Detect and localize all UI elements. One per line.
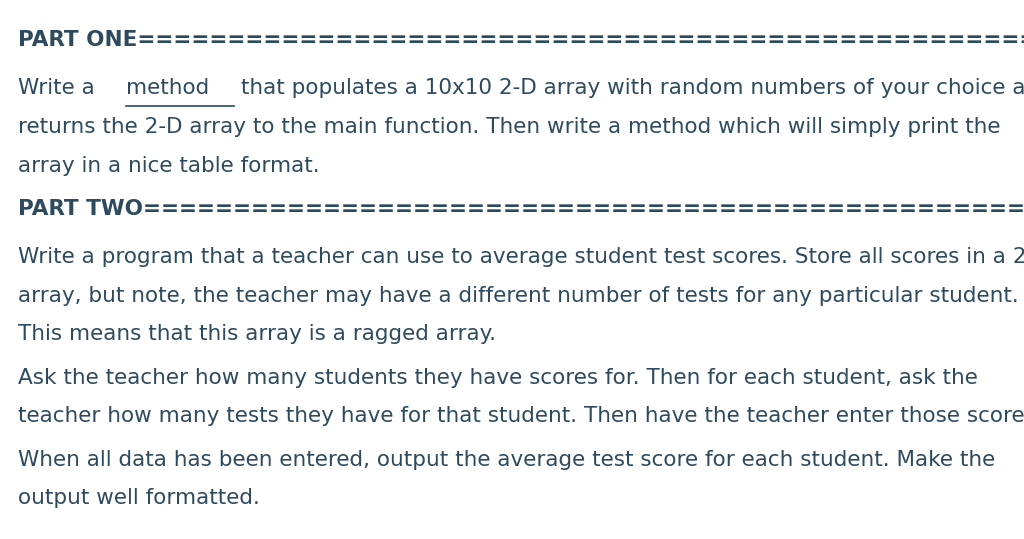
Text: method: method: [126, 78, 210, 98]
Text: array, but note, the teacher may have a different number of tests for any partic: array, but note, the teacher may have a …: [18, 286, 1019, 306]
Text: teacher how many tests they have for that student. Then have the teacher enter t: teacher how many tests they have for tha…: [18, 406, 1024, 426]
Text: Write a: Write a: [18, 78, 102, 98]
Text: returns the 2-D array to the main function. Then write a method which will simpl: returns the 2-D array to the main functi…: [18, 117, 1000, 137]
Text: Ask the teacher how many students they have scores for. Then for each student, a: Ask the teacher how many students they h…: [18, 368, 978, 388]
Text: PART ONE=======================================================: PART ONE================================…: [18, 30, 1024, 50]
Text: output well formatted.: output well formatted.: [18, 488, 260, 508]
Text: This means that this array is a ragged array.: This means that this array is a ragged a…: [18, 324, 497, 344]
Text: PART TWO=======================================================: PART TWO================================…: [18, 199, 1024, 219]
Text: array in a nice table format.: array in a nice table format.: [18, 156, 321, 176]
Text: When all data has been entered, output the average test score for each student. : When all data has been entered, output t…: [18, 450, 995, 469]
Text: that populates a 10x10 2-D array with random numbers of your choice and: that populates a 10x10 2-D array with ra…: [233, 78, 1024, 98]
Text: Write a program that a teacher can use to average student test scores. Store all: Write a program that a teacher can use t…: [18, 247, 1024, 267]
